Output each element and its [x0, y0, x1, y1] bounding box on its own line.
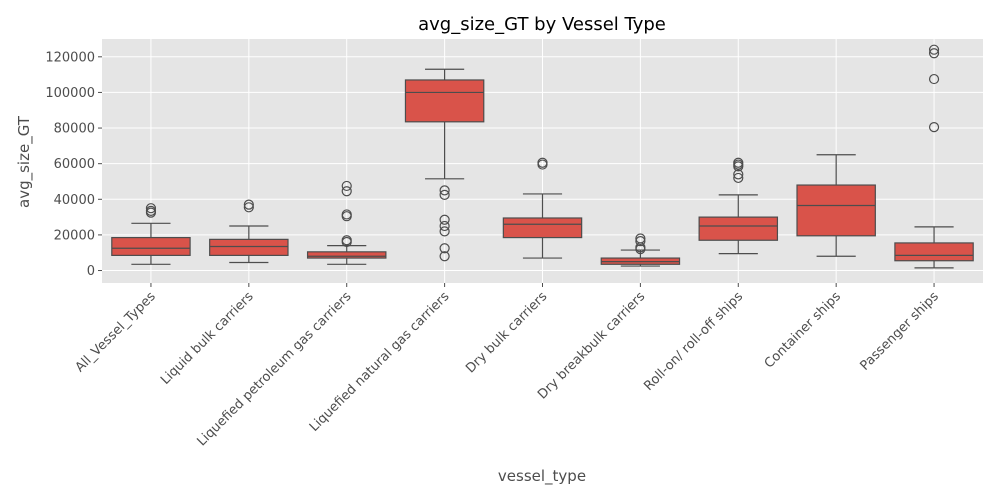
outlier-point	[733, 169, 744, 180]
y-axis-ticks: 0 20000 40000 60000 80000 100000 120000	[45, 50, 102, 279]
outlier-point	[928, 48, 940, 59]
outlier-point	[733, 157, 744, 168]
outlier-point	[439, 251, 450, 262]
x-tick-label: Liquefied petroleum gas carriers	[194, 289, 354, 449]
y-tick-label: 60000	[54, 157, 95, 172]
y-tick-label: 40000	[54, 193, 95, 208]
y-axis-label: avg_size_GT	[15, 115, 34, 208]
box-group	[306, 180, 387, 265]
box-group	[502, 157, 583, 259]
outlier-point	[145, 203, 157, 214]
outlier-point	[243, 199, 254, 210]
iqr-box	[404, 79, 485, 123]
outlier-point	[341, 186, 352, 197]
outlier-point	[635, 233, 646, 244]
x-tick-label: Liquid bulk carriers	[158, 289, 257, 388]
outlier-point	[341, 180, 352, 192]
y-tick-label: 20000	[54, 228, 95, 243]
outlier-point	[439, 214, 450, 225]
outlier-point	[243, 202, 254, 213]
x-tick-label: Dry bulk carriers	[463, 289, 550, 376]
x-tick-label: Passenger ships	[857, 289, 942, 374]
iqr-box	[894, 242, 974, 262]
box-group	[111, 203, 191, 265]
outlier-point	[733, 172, 744, 184]
outlier-point	[635, 236, 646, 247]
outlier-point	[439, 189, 450, 200]
box-group	[209, 199, 289, 264]
outlier-point	[145, 205, 157, 216]
y-tick-label: 120000	[45, 50, 95, 65]
x-tick-label: Container ships	[762, 289, 844, 371]
y-tick-label: 100000	[45, 86, 95, 101]
box-group	[404, 68, 485, 262]
outlier-point	[928, 73, 940, 85]
outlier-point	[439, 220, 450, 232]
x-tick-label: Dry breakbulk carriers	[535, 289, 648, 402]
x-axis-ticks: All_Vessel_Types Liquid bulk carriersLiqu…	[73, 283, 942, 449]
outlier-point	[439, 243, 450, 254]
box-group	[600, 233, 681, 267]
boxes	[111, 44, 974, 269]
x-axis-label: vessel_type	[498, 467, 586, 486]
outlier-point	[928, 44, 940, 55]
outlier-point	[439, 226, 450, 237]
box-group	[796, 154, 876, 257]
iqr-box	[306, 251, 387, 259]
iqr-box	[111, 236, 191, 256]
y-tick-label: 0	[87, 264, 95, 279]
iqr-box	[502, 217, 583, 239]
iqr-box	[698, 216, 779, 241]
iqr-box	[796, 184, 876, 237]
outlier-point	[439, 185, 450, 196]
outlier-point	[537, 157, 548, 168]
outlier-point	[341, 235, 352, 246]
outlier-point	[928, 122, 940, 133]
y-tick-label: 80000	[54, 122, 95, 137]
box-group	[894, 44, 974, 269]
chart-title: avg_size_GT by Vessel Type	[418, 14, 666, 35]
x-tick-label: Roll-on/ roll-off ships	[641, 289, 746, 394]
outlier-point	[341, 209, 352, 220]
iqr-box	[209, 238, 289, 256]
x-tick-label: All_Vessel_Types	[73, 289, 159, 375]
box-group	[698, 157, 779, 255]
